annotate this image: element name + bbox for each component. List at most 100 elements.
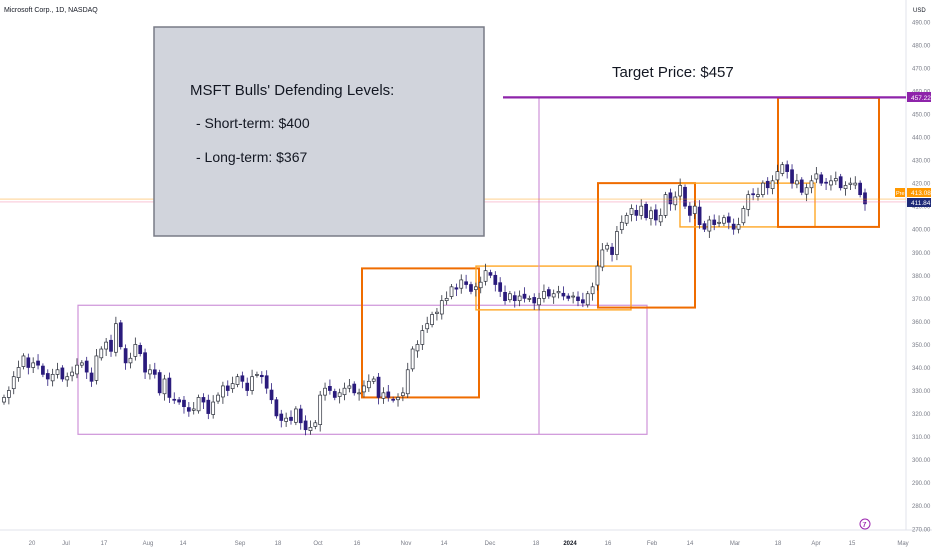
candle-body xyxy=(118,322,123,348)
candle-body xyxy=(420,330,425,345)
candle-body xyxy=(79,362,84,366)
candle-body xyxy=(259,374,264,378)
pre-market-tag xyxy=(895,188,905,197)
currency-label: USD xyxy=(913,8,926,14)
candle-body xyxy=(211,401,216,415)
candle-body xyxy=(498,282,503,292)
candle-body xyxy=(697,206,702,225)
time-axis[interactable]: 20 Jul 17 Aug 14 Sep 18 Oct 16 Nov 14 Dec 18 2024 16 Fe… xyxy=(29,541,909,547)
candle-body xyxy=(157,372,162,394)
candle-body xyxy=(294,408,298,423)
x-tick-label: 18 xyxy=(533,541,540,547)
candle-body xyxy=(610,246,614,255)
y-tick-label: 410.00 xyxy=(912,205,931,211)
candle-body xyxy=(809,180,814,189)
x-tick-label: Mar xyxy=(730,541,740,547)
candle-body xyxy=(566,295,571,299)
range-box-dark-orange xyxy=(597,182,696,309)
candle-body xyxy=(454,287,459,290)
candle-body xyxy=(795,180,799,185)
pre-market-price-badge xyxy=(907,188,931,197)
candle-body xyxy=(36,360,40,366)
candle-body xyxy=(634,209,639,216)
candle-body xyxy=(216,394,220,402)
candle-body xyxy=(167,377,172,398)
target-price-badge xyxy=(907,92,931,102)
x-tick-label: 2024 xyxy=(563,541,577,547)
candle-body xyxy=(143,352,147,373)
candle-body xyxy=(819,174,824,184)
candle-body xyxy=(430,314,434,325)
candle-body xyxy=(692,205,697,214)
last-price-badge xyxy=(907,198,931,207)
candle-body xyxy=(75,364,79,375)
candle-body xyxy=(55,369,60,375)
x-tick-label: 17 xyxy=(101,541,108,547)
candle-body xyxy=(814,173,819,180)
candle-body xyxy=(104,341,109,350)
candle-body xyxy=(556,291,561,294)
candle-body xyxy=(381,392,386,399)
x-tick-label: 16 xyxy=(354,541,361,547)
candle-body xyxy=(522,293,527,299)
candle-body xyxy=(804,187,809,195)
candle-body xyxy=(366,380,371,389)
candle-body xyxy=(269,389,274,401)
candle-body xyxy=(152,369,157,375)
y-tick-label: 480.00 xyxy=(912,43,931,49)
candle-body xyxy=(245,382,250,391)
symbol-title: Microsoft Corp., 1D, NASDAQ xyxy=(4,7,98,14)
candle-body xyxy=(386,391,391,398)
candle-body xyxy=(770,180,775,190)
candle-body xyxy=(532,297,537,304)
candle-body xyxy=(337,392,342,397)
candle-body xyxy=(712,219,717,225)
candle-body xyxy=(289,416,293,421)
candle-body xyxy=(99,348,104,359)
candle-body xyxy=(21,355,26,367)
candle-body xyxy=(639,205,644,216)
y-tick-label: 380.00 xyxy=(912,274,931,280)
candle-body xyxy=(332,391,337,398)
candle-body xyxy=(308,427,313,431)
y-tick-label: 400.00 xyxy=(912,228,931,234)
y-tick-label: 360.00 xyxy=(912,320,931,326)
x-tick-label: Sep xyxy=(235,541,246,547)
note-box[interactable] xyxy=(153,26,485,237)
candle-body xyxy=(177,399,181,403)
tradingview-logo-icon[interactable] xyxy=(859,518,871,530)
candle-body xyxy=(138,345,143,355)
candle-body xyxy=(250,376,254,391)
pre-market-price-badge-text: 413.08 xyxy=(911,190,931,197)
candle-body xyxy=(619,221,624,231)
candle-body xyxy=(162,378,167,395)
candle-body xyxy=(785,164,790,172)
y-tick-label: 370.00 xyxy=(912,297,931,303)
candle-body xyxy=(838,176,843,189)
candle-body xyxy=(756,194,760,197)
candle-body xyxy=(707,219,712,232)
candle-body xyxy=(60,367,65,380)
candle-body xyxy=(318,394,323,425)
candle-body xyxy=(668,192,673,205)
candle-body xyxy=(264,375,269,389)
candle-body xyxy=(376,376,381,398)
candle-body xyxy=(313,422,318,427)
y-tick-label: 330.00 xyxy=(912,389,931,395)
candle-body xyxy=(590,286,595,295)
x-tick-label: Aug xyxy=(143,541,154,547)
candle-body xyxy=(775,171,780,181)
candle-body xyxy=(206,399,211,414)
candle-body xyxy=(405,369,410,395)
candle-body xyxy=(653,209,658,221)
x-tick-label: Nov xyxy=(401,541,412,547)
candle-body xyxy=(751,193,755,196)
candle-body xyxy=(274,399,279,417)
candle-body xyxy=(172,398,177,401)
y-tick-label: 280.00 xyxy=(912,504,931,510)
candle-body xyxy=(16,367,21,378)
candle-body xyxy=(391,398,396,401)
candle-body xyxy=(65,376,70,381)
candle-body xyxy=(435,311,439,314)
